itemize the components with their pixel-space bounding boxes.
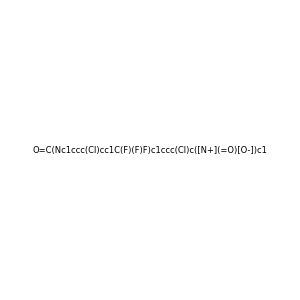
Text: O=C(Nc1ccc(Cl)cc1C(F)(F)F)c1ccc(Cl)c([N+](=O)[O-])c1: O=C(Nc1ccc(Cl)cc1C(F)(F)F)c1ccc(Cl)c([N+… [33,146,267,154]
